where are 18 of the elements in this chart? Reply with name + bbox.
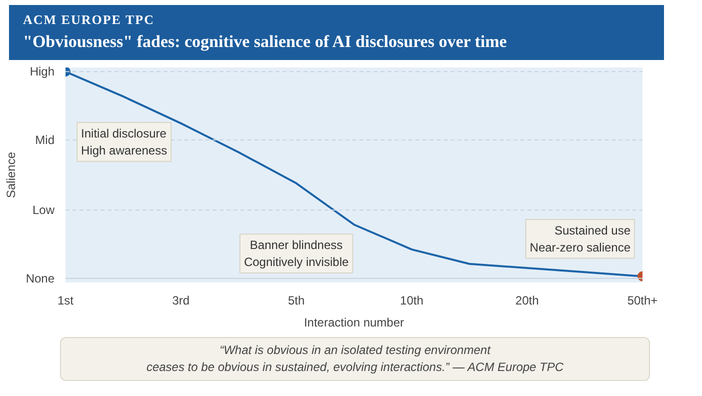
x-tick-label: 3rd — [172, 294, 190, 308]
x-tick-label: 50th+ — [627, 294, 658, 308]
annotation: Initial disclosure High awareness — [81, 126, 168, 158]
ref-line-label: Mid — [35, 132, 55, 147]
text: “What is obvious in an isolated testing environment ceases to be obvious in sustained, evolving interactions.” — ACM Europe TPC — [60, 337, 650, 382]
chart-title: ACM EUROPE TPC — [23, 11, 156, 29]
x-tick-label: 10th — [400, 294, 424, 308]
x-tick-label: 1st — [57, 294, 74, 308]
ref-line-label: High — [30, 64, 55, 79]
annotation: Banner blindness Cognitively invisible — [244, 238, 349, 269]
x-axis-title: Interaction number — [304, 316, 404, 330]
x-tick-label: 5th — [288, 294, 305, 308]
annotation: Sustained use Near-zero salience — [530, 224, 631, 254]
x-tick-label: 20th — [515, 294, 539, 308]
ref-line-label: Low — [32, 203, 55, 218]
y-axis-title: Salience — [4, 152, 18, 198]
ref-line-label: None — [26, 271, 55, 286]
chart-subtitle: "Obviousness" fades: cognitive salience of AI disclosures over time — [23, 30, 508, 53]
